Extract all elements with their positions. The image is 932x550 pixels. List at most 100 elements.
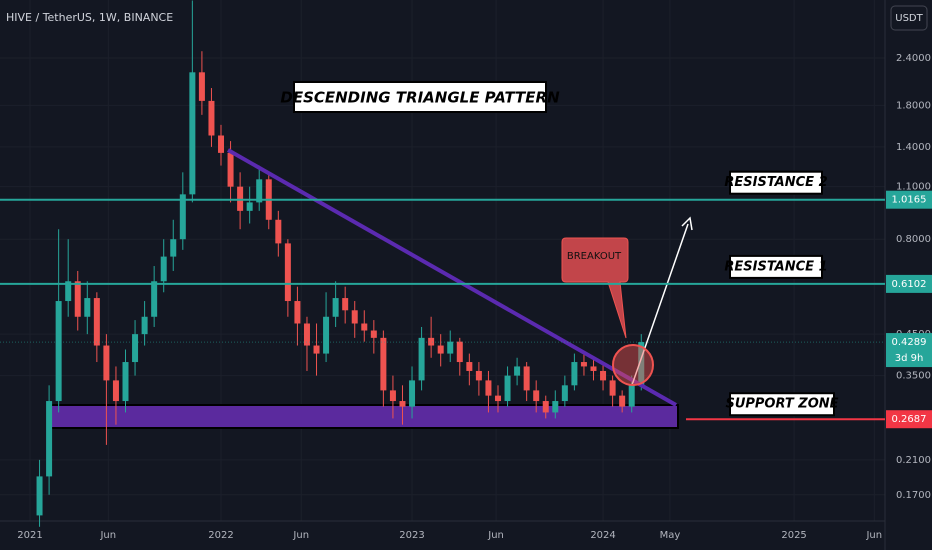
candle-body [514,366,521,376]
triangle-line [227,148,677,407]
currency: USDT [895,13,923,24]
candle-body [227,152,234,187]
candle-body [208,100,215,136]
candle-body [428,337,435,346]
last-price-box [886,333,932,368]
candle-body [389,390,396,402]
level-price-label: 0.6102 [892,279,927,290]
candle-body [198,72,205,101]
candle-body [151,281,158,317]
y-tick-label: 2.4000 [896,53,931,64]
candle-body [638,342,645,386]
candle-body [580,362,587,367]
candle-body [65,281,72,302]
level-price-label: 1.0165 [892,195,927,206]
countdown: 3d 9h [895,353,924,364]
candle-body [600,370,607,381]
x-tick-label: Jun [865,530,882,541]
candle-body [74,281,81,317]
candle-body [132,334,139,363]
candle-body [313,345,320,354]
chart-title: DESCENDING TRIANGLE PATTERN [280,89,560,107]
currency-box [890,5,928,31]
candle-body [351,310,358,324]
candle-body [485,380,492,396]
candle-body [93,298,100,346]
candle-body [122,362,129,402]
candle-body [466,362,473,371]
candle-body [84,298,91,317]
arrow-head [681,216,693,231]
candle-body [112,380,119,402]
candle-body [628,385,635,407]
x-tick-label: Jun [292,530,309,541]
y-tick-label: 1.4000 [896,142,931,153]
candle-body [370,330,377,338]
y-tick-label: 0.8000 [896,234,931,245]
candle-body [179,194,186,240]
candle-body [418,337,425,381]
y-tick-label: 1.1000 [896,182,931,193]
candle-body [456,341,463,363]
candle-body [590,366,597,371]
title-box [293,81,547,113]
candle-body [141,316,148,335]
level-price-box [886,410,932,429]
x-tick-label: 2025 [781,530,806,541]
candle-body [218,135,225,153]
level-price-box [886,190,932,209]
y-tick-label: 0.1700 [896,490,931,501]
candle-body [380,337,387,391]
candle-body [275,219,282,244]
candle-body [303,323,310,346]
candle-body [561,385,568,402]
candle-body [46,401,53,477]
candle-body [160,256,167,282]
level-name-box [729,170,823,195]
candle-body [170,239,177,257]
candle-body [533,390,540,402]
candle-body [523,366,530,391]
level-price-box [886,274,932,293]
level-name: SUPPORT ZONE [725,397,838,412]
last-price-label: 0.4289 [892,337,927,348]
candle-body [475,370,482,381]
candle-body [619,395,626,407]
arrow [631,223,689,386]
level-name: RESISTANCE 1 [724,259,827,274]
candle-body [256,179,263,203]
breakout-callout [561,237,629,339]
overlay: 0.4289 3d 9h 1.0165 RESISTANCE 2 0.6102 RESIS… [0,170,932,429]
candle-body [189,72,196,195]
candle-body [494,395,501,402]
level-name-box [729,392,835,417]
candle-body [609,380,616,396]
candle-body [437,345,444,354]
breakout-circle [612,344,654,386]
candle-body [399,401,406,407]
candle-body [409,380,416,407]
y-tick-label: 0.3500 [896,371,931,382]
x-tick-label: Jun [99,530,116,541]
x-tick-label: May [660,530,681,541]
candle-body [323,316,330,354]
x-tick-label: Jun [487,530,504,541]
level-price-label: 0.2687 [892,414,927,425]
level-name-box [729,254,823,279]
candle-body [504,375,511,402]
breakout-label: BREAKOUT [567,251,622,262]
y-tick-label: 1.8000 [896,100,931,111]
candles [36,0,645,527]
symbol: HIVE / TetherUS, 1W, BINANCE [6,11,173,24]
candle-body [332,298,339,317]
candle-body [552,401,559,413]
candle-body [284,243,291,302]
candle-body [103,345,110,381]
support-zone-box [47,404,679,429]
x-tick-label: 2022 [208,530,233,541]
candle-body [571,362,578,386]
y-tick-label: 0.2100 [896,455,931,466]
candle-body [55,301,62,402]
candle-body [342,298,349,311]
